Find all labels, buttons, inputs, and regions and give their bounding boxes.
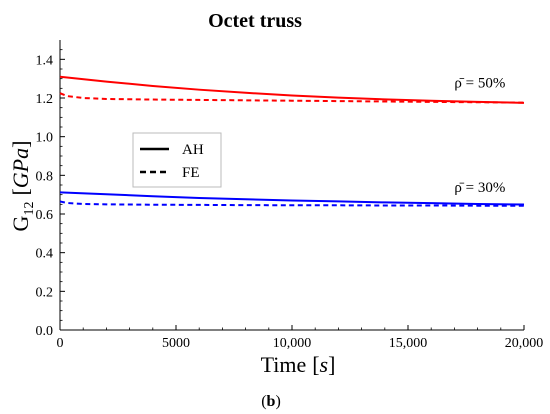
x-tick-label: 5000: [162, 336, 190, 351]
y-tick-label: 0.4: [36, 247, 54, 262]
legend-label-fe: FE: [182, 165, 200, 181]
y-tick-label: 0.2: [36, 285, 54, 300]
y-tick-label: 1.2: [36, 92, 54, 107]
y-axis-title: G12[GPa]: [8, 141, 37, 232]
annotation-density-50: ρ̄ = 50%: [454, 75, 505, 91]
legend-box: [132, 132, 222, 188]
chart-title: Octet truss: [208, 10, 302, 32]
series-layer: [59, 75, 525, 207]
x-tick-label: 0: [57, 336, 64, 351]
y-tick-label: 0.8: [36, 169, 54, 184]
y-axis-unit: GPa: [8, 148, 33, 188]
x-axis-title: Time [s]: [261, 352, 336, 377]
figure-caption-letter: b: [267, 393, 276, 410]
y-tick-label: 0.6: [36, 208, 54, 223]
figure-caption: (b): [261, 393, 281, 410]
x-tick-label: 10,000: [273, 336, 312, 351]
y-tick-label: 0.0: [36, 324, 54, 339]
legend: AH FE: [132, 132, 222, 188]
x-tick-label: 15,000: [389, 336, 428, 351]
y-tick-label: 1.4: [36, 53, 54, 68]
y-axis-title-text: G: [8, 215, 33, 231]
y-ticks: 0.0 0.2 0.4 0.6 0.8 1.0 1.2 1.4: [36, 49, 65, 339]
y-axis-subscript: 12: [22, 202, 37, 216]
x-axis-title-text: Time: [261, 352, 307, 377]
x-axis-unit: s: [320, 352, 329, 377]
x-ticks: 0 5000 10,000 15,000 20,000: [57, 325, 544, 351]
series-line-ah-30: [59, 191, 525, 206]
annotation-density-30: ρ̄ = 30%: [454, 180, 505, 196]
x-tick-label: 20,000: [505, 336, 544, 351]
y-tick-label: 1.0: [36, 131, 54, 146]
legend-label-ah: AH: [182, 142, 204, 158]
